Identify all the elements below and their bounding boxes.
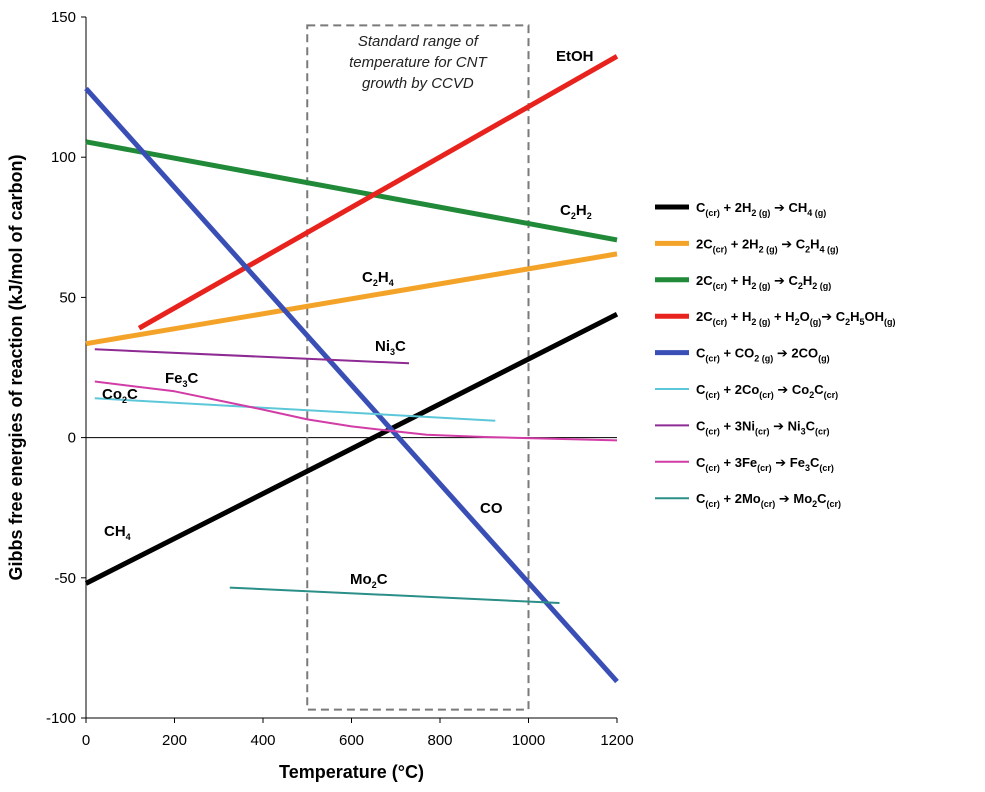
label-c2h4: C2H4 [362, 269, 394, 288]
legend-label-c2h2: 2C(cr) + H2 (g) ➔ C2H2 (g) [696, 273, 831, 291]
standard-range-box [306, 24, 530, 711]
label-c2h2: C2H2 [560, 202, 592, 221]
legend: C(cr) + 2H2 (g) ➔ CH4 (g) 2C(cr) + 2H2 (g… [655, 200, 896, 509]
x-tick-label: 200 [162, 732, 187, 749]
series-line-c2h4 [85, 251, 618, 347]
standard-range-label-line: Standard range of [358, 33, 480, 50]
legend-label-etoh: 2C(cr) + H2 (g) + H2O(g)➔ C2H5OH(g) [696, 309, 896, 327]
label-mo2c: Mo2C [350, 571, 388, 590]
y-tick-label: 150 [51, 9, 76, 26]
legend-label-c2h4: 2C(cr) + 2H2 (g) ➔ C2H4 (g) [696, 236, 839, 254]
x-tick-label: 0 [82, 732, 90, 749]
series-line-mo2c [229, 586, 560, 604]
y-tick-label: 100 [51, 149, 76, 166]
series-line-ch4 [84, 311, 619, 586]
label-co: CO [480, 500, 503, 517]
x-tick-label: 1200 [600, 732, 633, 749]
y-axis-title: Gibbs free energies of reaction (kJ/mol … [6, 154, 26, 580]
label-fe3c: Fe3C [165, 370, 199, 389]
legend-label-co: C(cr) + CO2 (g) ➔ 2CO(g) [696, 346, 830, 364]
series-line-co [84, 86, 619, 684]
y-tick-label: 0 [68, 430, 76, 447]
legend-label-mo2c: C(cr) + 2Mo(cr) ➔ Mo2C(cr) [696, 491, 841, 509]
standard-range-label-line: temperature for CNT [349, 54, 488, 71]
series-line-c2h2 [85, 139, 618, 243]
label-ni3c: Ni3C [375, 338, 406, 357]
x-tick-label: 600 [339, 732, 364, 749]
y-tick-label: 50 [59, 289, 76, 306]
series-inline-labels: CH4 C2H4 C2H2 EtOH CO Co2C Ni3C Fe3C Mo2C [102, 48, 594, 590]
series-line-etoh [137, 54, 619, 331]
legend-label-co2c: C(cr) + 2Co(cr) ➔ Co2C(cr) [696, 382, 838, 400]
label-co2c: Co2C [102, 386, 138, 405]
series-line-co2c [94, 397, 496, 422]
plot-area [85, 17, 617, 719]
x-tick-label: 400 [250, 732, 275, 749]
series-line-fe3c [94, 380, 618, 442]
standard-range-label-line: growth by CCVD [362, 75, 474, 92]
x-tick-label: 1000 [512, 732, 545, 749]
label-etoh: EtOH [556, 48, 594, 65]
legend-label-ch4: C(cr) + 2H2 (g) ➔ CH4 (g) [696, 200, 826, 218]
x-tick-label: 800 [427, 732, 452, 749]
axes: 0 200 400 600 800 1000 1200 -100 -50 0 50 100 150 Tem… [6, 9, 634, 782]
y-tick-label: -50 [54, 570, 76, 587]
standard-range-region: Standard range of temperature for CNT grow… [306, 24, 530, 711]
series-lines [84, 54, 619, 684]
label-ch4: CH4 [104, 523, 131, 542]
x-axis-title: Temperature (°C) [279, 762, 424, 782]
y-tick-label: -100 [46, 710, 76, 727]
legend-label-fe3c: C(cr) + 3Fe(cr) ➔ Fe3C(cr) [696, 455, 834, 473]
legend-label-ni3c: C(cr) + 3Ni(cr) ➔ Ni3C(cr) [696, 418, 830, 436]
series-line-ni3c [94, 348, 410, 365]
